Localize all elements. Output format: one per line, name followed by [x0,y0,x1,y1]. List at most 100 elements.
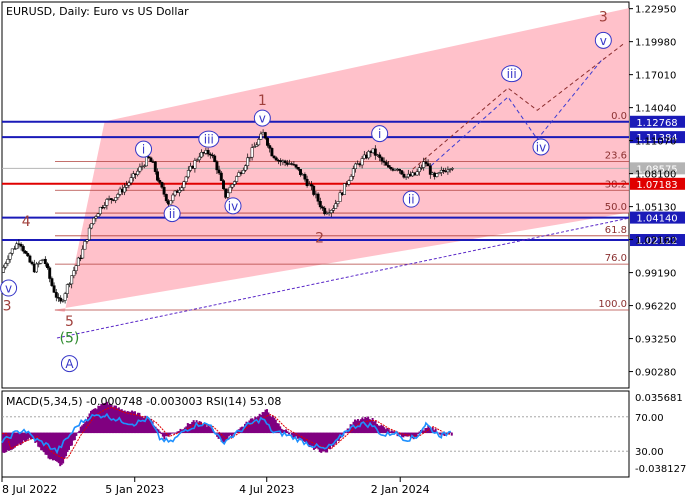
macd-histogram-bar [122,410,125,434]
macd-histogram-bar [112,407,114,434]
macd-histogram-bar [383,427,386,434]
candle-up [136,170,140,175]
candle-down [109,198,113,200]
candle-down [101,206,104,209]
candle-up [226,192,230,198]
candle-up [417,167,421,173]
level-price-tag [630,211,685,224]
price-tick-label: 1.02160 [635,236,676,247]
macd-histogram-bar [260,415,263,434]
wave-label: 2 [315,231,324,247]
candle-down [290,163,294,165]
candle-up [235,176,239,182]
macd-histogram-bar [329,432,332,450]
candle-up [131,173,135,178]
candle-up [404,176,408,178]
fib-level-label: 100.0 [598,299,627,310]
macd-histogram-bar [293,432,296,438]
candle-down [299,169,302,175]
candle-up [83,241,87,250]
candle-up [347,180,351,185]
macd-histogram-bar [73,432,76,441]
macd-histogram-bar [132,411,135,434]
candle-up [195,159,199,161]
level-price-label: 1.12768 [636,118,677,129]
macd-histogram-bar [352,421,355,434]
macd-histogram-bar [257,416,260,434]
macd-histogram-bar [166,432,169,437]
candle-up [90,223,93,229]
candle-up [103,205,107,208]
macd-histogram-bar [229,432,232,435]
candle-down [162,186,166,195]
horizontal-levels: 1.12768 1.11384 1.08575 1.07183 1.04140 1.021… [2,115,685,247]
level-price-label: 1.07183 [636,180,677,191]
macd-histogram-bar [321,432,324,452]
candle-up [8,253,12,260]
macd-histogram-bar [201,425,204,434]
candle-up [74,265,78,271]
macd-histogram-bar [69,432,72,447]
candle-up [246,157,250,166]
macd-histogram-bar [79,426,82,434]
macd-histogram-bar [450,432,453,436]
candle-up [72,270,76,276]
macd-histogram-bar [170,432,173,434]
candle-down [43,258,47,264]
macd-histogram-bar [437,432,440,434]
fib-level-label: 50.0 [605,202,627,213]
candle-up [37,263,41,265]
macd-histogram-bar [81,425,84,434]
macd-histogram-bar [173,432,176,434]
macd-histogram-bar [311,432,314,446]
macd-histogram-bar [19,432,22,446]
candle-up [105,199,109,206]
indicator-title: MACD(5,34,5) -0.000748 -0.003003 RSI(14)… [6,395,281,408]
macd-histogram-bar [85,419,88,434]
wave-label-circle [163,205,181,223]
candle-down [384,162,388,166]
candle-up [35,263,38,273]
candle-up [360,158,364,166]
candle-up [92,217,96,224]
wave-label: i [378,127,381,141]
candle-up [255,144,258,147]
macd-histogram-bar [290,432,293,436]
candle-down [294,164,298,168]
macd-histogram-bar [226,432,229,439]
candle-down [59,297,63,302]
macd-histogram-bar [387,429,390,434]
macd-axis-min-label: -0.038127 [635,464,686,475]
candle-up [94,216,98,219]
macd-histogram-bar [12,432,15,449]
macd-histogram-bar [62,432,65,464]
macd-histogram-bar [302,432,305,442]
macd-histogram-bar [134,411,136,434]
wave-label-circle [501,65,523,83]
macd-histogram-bar [330,432,333,446]
macd-histogram-bar [315,432,318,448]
candlesticks [2,129,454,304]
candle-down [206,150,210,155]
macd-histogram-bar [345,432,348,434]
macd-histogram-bar [427,425,430,434]
macd-histogram-bar [305,432,308,444]
macd-histogram-bar [246,423,249,434]
candle-down [156,171,159,181]
candle-up [98,206,102,215]
macd-histogram-bar [94,408,97,434]
macd-histogram-bar [16,432,19,446]
macd-histogram-bar [4,432,7,453]
wave-label: iv [536,140,546,154]
macd-histogram-bar [53,432,56,460]
macd-histogram-bar [288,432,290,435]
macd-histogram-bar [402,432,405,438]
candle-down [52,285,56,293]
macd-histogram-bar [334,432,337,444]
macd-histogram-bar [336,432,339,441]
macd-histogram-bar [428,427,431,434]
candle-down [46,263,49,269]
level-price-tag [630,162,685,175]
macd-histogram-bar [384,429,387,434]
candle-up [125,184,129,188]
